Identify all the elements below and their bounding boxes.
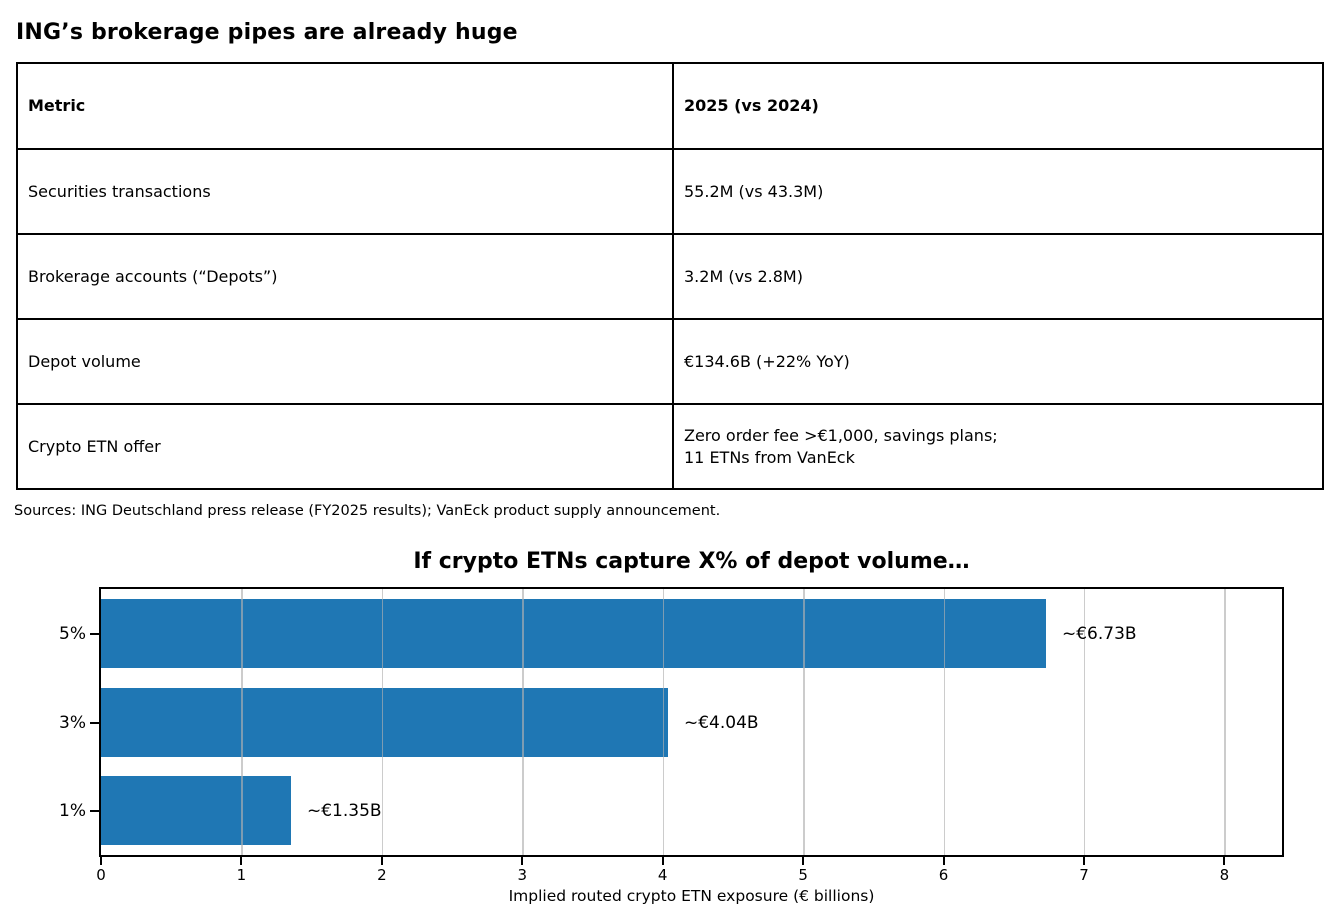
chart-x-axis-label: Implied routed crypto ETN exposure (€ bi… — [508, 887, 875, 905]
x-tick-mark — [942, 857, 945, 865]
x-tick-label: 8 — [1219, 866, 1230, 884]
x-tick-label: 7 — [1079, 866, 1089, 884]
x-tick-mark — [240, 857, 243, 865]
table-header-period: 2025 (vs 2024) — [672, 62, 1324, 150]
table-cell-value: €134.6B (+22% YoY) — [672, 318, 1324, 405]
x-tick-label: 4 — [657, 866, 668, 884]
y-tick-mark — [90, 632, 99, 635]
x-tick-mark — [1223, 857, 1226, 865]
y-tick-mark — [90, 721, 99, 724]
x-tick-label: 3 — [517, 866, 528, 884]
gridline — [803, 589, 805, 855]
x-tick-mark — [1082, 857, 1085, 865]
x-tick-mark — [521, 857, 524, 865]
x-tick-mark — [802, 857, 805, 865]
bar — [101, 776, 291, 845]
chart-x-axis: 0 1 2 3 4 5 6 7 8 — [96, 857, 1282, 889]
gridline — [943, 589, 946, 855]
table-row: Securities transactions 55.2M (vs 43.3M) — [16, 148, 1324, 235]
x-tick-mark — [380, 857, 383, 865]
chart-title: If crypto ETNs capture X% of depot volum… — [413, 549, 970, 574]
y-tick-mark — [90, 809, 99, 812]
chart-plot-area: ~€6.73B ~€4.04B ~€1.35B — [90, 587, 1284, 857]
x-tick-label: 5 — [798, 866, 808, 884]
table-row: Depot volume €134.6B (+22% YoY) — [16, 318, 1324, 405]
table-header-metric: Metric — [16, 62, 674, 150]
bar-value-label: ~€6.73B — [1062, 623, 1137, 644]
bar — [101, 688, 668, 757]
x-tick-mark — [100, 857, 102, 865]
gridline — [241, 589, 243, 855]
table-cell-metric: Crypto ETN offer — [16, 403, 674, 490]
y-tick-label: 3% — [59, 712, 86, 733]
source-note: Sources: ING Deutschland press release (… — [14, 503, 721, 519]
chart-y-axis: 5% 3% 1% — [0, 587, 86, 857]
x-tick-mark — [661, 857, 664, 865]
x-tick-label: 2 — [377, 866, 387, 884]
y-tick-label: 1% — [59, 800, 86, 821]
table-cell-metric: Securities transactions — [16, 148, 674, 235]
x-tick-label: 6 — [938, 866, 949, 884]
gridline — [662, 589, 665, 855]
x-tick-label: 1 — [236, 866, 247, 884]
bar-value-label: ~€1.35B — [307, 800, 382, 821]
bar — [101, 599, 1046, 668]
table-cell-metric: Depot volume — [16, 318, 674, 405]
y-tick-label: 5% — [59, 623, 86, 644]
table-cell-value: 55.2M (vs 43.3M) — [672, 148, 1324, 235]
page-title: ING’s brokerage pipes are already huge — [16, 20, 518, 45]
x-tick-label: 0 — [96, 866, 106, 884]
table-cell-value: Zero order fee >€1,000, savings plans; 1… — [672, 403, 1324, 490]
gridline — [381, 589, 384, 855]
table-row: Crypto ETN offer Zero order fee >€1,000,… — [16, 403, 1324, 490]
gridline — [522, 589, 524, 855]
table-header-row: Metric 2025 (vs 2024) — [16, 62, 1324, 150]
gridline — [1224, 589, 1226, 855]
metrics-table: Metric 2025 (vs 2024) Securities transac… — [16, 62, 1324, 490]
table-cell-value: 3.2M (vs 2.8M) — [672, 233, 1324, 320]
table-cell-metric: Brokerage accounts (“Depots”) — [16, 233, 674, 320]
gridline — [1083, 589, 1086, 855]
table-row: Brokerage accounts (“Depots”) 3.2M (vs 2… — [16, 233, 1324, 320]
bar-value-label: ~€4.04B — [684, 712, 759, 733]
